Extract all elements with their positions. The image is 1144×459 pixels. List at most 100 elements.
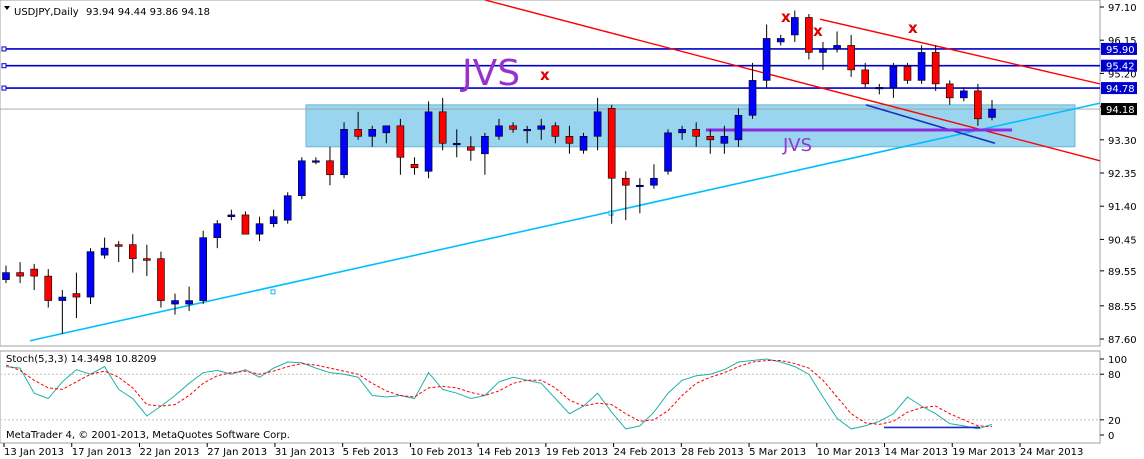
candle-body-50: [706, 136, 715, 141]
trend-layer: [29, 0, 1101, 342]
x-marker-3: x: [908, 19, 918, 37]
candle-body-48: [678, 129, 686, 134]
candle-body-13: [185, 300, 193, 305]
candle-body-42: [593, 111, 602, 137]
marks-layer: x x x x: [540, 8, 918, 84]
divergence-price-line: [865, 104, 996, 145]
candle-body-14: [199, 237, 207, 301]
zone-layer: [305, 104, 1076, 148]
candle-body-23: [326, 160, 334, 176]
trend-handle-1: [270, 289, 276, 295]
candle-body-52: [734, 115, 743, 141]
candle-body-24: [340, 129, 348, 176]
time-tick-label-12: 10 Mar 2013: [817, 447, 880, 458]
candle-body-43: [607, 108, 616, 179]
candle-body-5: [72, 293, 81, 298]
support-zone: [305, 104, 1076, 148]
stoch-label: Stoch(5,3,3) 14.3498 10.8209: [6, 354, 157, 365]
candle-body-39: [551, 125, 560, 137]
candle-body-66: [931, 52, 940, 85]
time-tick-label-2: 22 Jan 2013: [139, 447, 199, 458]
candle-body-2: [30, 268, 38, 277]
candle-body-67: [945, 83, 954, 99]
candle-body-36: [509, 125, 517, 130]
candle-body-55: [776, 38, 785, 43]
candle-body-64: [903, 66, 912, 81]
jvs-annotation-big[interactable]: JVS: [460, 53, 520, 94]
candle-body-61: [861, 69, 870, 85]
candle-body-44: [621, 177, 630, 186]
price-panel: [0, 0, 1101, 347]
dropdown-triangle-icon[interactable]: [4, 6, 10, 10]
candle-body-16: [227, 214, 236, 217]
candle-body-1: [16, 272, 24, 277]
candle-body-60: [847, 45, 855, 71]
candle-body-62: [875, 87, 884, 90]
candle-body-38: [537, 125, 546, 130]
time-tick-label-15: 24 Mar 2013: [1020, 447, 1083, 458]
time-tick-label-1: 17 Jan 2013: [72, 447, 132, 458]
stoch-main-line: [5, 358, 993, 430]
candle-body-49: [692, 129, 701, 137]
levels-layer: [0, 46, 1100, 110]
price-tick-label-2: 95.20: [1108, 69, 1137, 80]
x-marker-2: x: [813, 22, 823, 40]
price-tick-label-0: 97.10: [1108, 3, 1137, 14]
time-tick-label-5: 5 Feb 2013: [343, 447, 399, 458]
candle-body-22: [312, 160, 320, 163]
x-marker-1: x: [781, 8, 791, 26]
candle-body-54: [762, 38, 771, 81]
time-tick-label-0: 13 Jan 2013: [4, 447, 64, 458]
candle-body-35: [495, 125, 503, 137]
current-price-tag: 94.18: [1106, 105, 1135, 116]
ohlc-label: 93.94 94.44 93.86 94.18: [86, 7, 210, 18]
stoch-tick-label-1: 80: [1108, 370, 1121, 381]
x-marker-0: x: [540, 66, 550, 84]
candle-body-10: [143, 258, 151, 261]
level-handle-1: [1, 63, 7, 69]
stoch-signal-line: [5, 360, 993, 428]
time-tick-label-4: 31 Jan 2013: [275, 447, 335, 458]
stoch-tick-label-0: 100: [1108, 355, 1127, 366]
price-tick-label-4: 93.30: [1108, 136, 1137, 147]
stoch-axis: 100 80 20 0: [1100, 355, 1127, 442]
jvs-annotation-small[interactable]: JVS: [782, 135, 812, 156]
candle-body-26: [368, 129, 377, 137]
candle-body-56: [790, 17, 799, 36]
candle-body-3: [44, 275, 53, 301]
candle-body-7: [100, 247, 109, 256]
candle-body-32: [452, 142, 461, 146]
candle-body-37: [523, 129, 531, 132]
price-tick-label-8: 89.55: [1108, 267, 1137, 278]
uptrend-line: [29, 102, 1101, 342]
level-tag-2: 94.78: [1106, 84, 1135, 95]
level-tag-bg-0: [1101, 42, 1137, 55]
copyright-label: MetaTrader 4, © 2001-2013, MetaQuotes So…: [6, 430, 290, 441]
time-tick-label-14: 19 Mar 2013: [952, 447, 1015, 458]
time-tick-label-9: 24 Feb 2013: [614, 447, 676, 458]
time-tick-label-3: 27 Jan 2013: [207, 447, 267, 458]
price-tick-label-5: 92.35: [1108, 169, 1137, 180]
candle-body-18: [255, 223, 264, 235]
stoch-tick-label-2: 20: [1108, 416, 1121, 427]
candle-body-69: [974, 90, 982, 120]
candles-layer: [2, 10, 996, 334]
level-tag-bg-1: [1101, 59, 1137, 72]
time-axis: 13 Jan 2013 17 Jan 2013 22 Jan 2013 27 Jan …: [3, 443, 1083, 458]
candle-body-20: [283, 195, 292, 221]
candle-body-31: [438, 111, 447, 144]
candle-body-51: [720, 136, 729, 144]
time-tick-label-6: 10 Feb 2013: [410, 447, 472, 458]
time-tick-label-13: 14 Mar 2013: [885, 447, 948, 458]
candle-body-40: [565, 136, 574, 144]
candle-body-30: [424, 111, 433, 172]
candle-body-11: [157, 258, 165, 301]
candle-body-8: [114, 244, 123, 247]
level-handle-0: [1, 46, 7, 52]
price-tick-label-9: 88.55: [1108, 302, 1137, 313]
downtrend-line-long: [484, 0, 1101, 162]
time-tick-label-8: 19 Feb 2013: [546, 447, 608, 458]
candle-body-12: [171, 300, 179, 305]
price-tick-label-7: 90.45: [1108, 235, 1137, 246]
